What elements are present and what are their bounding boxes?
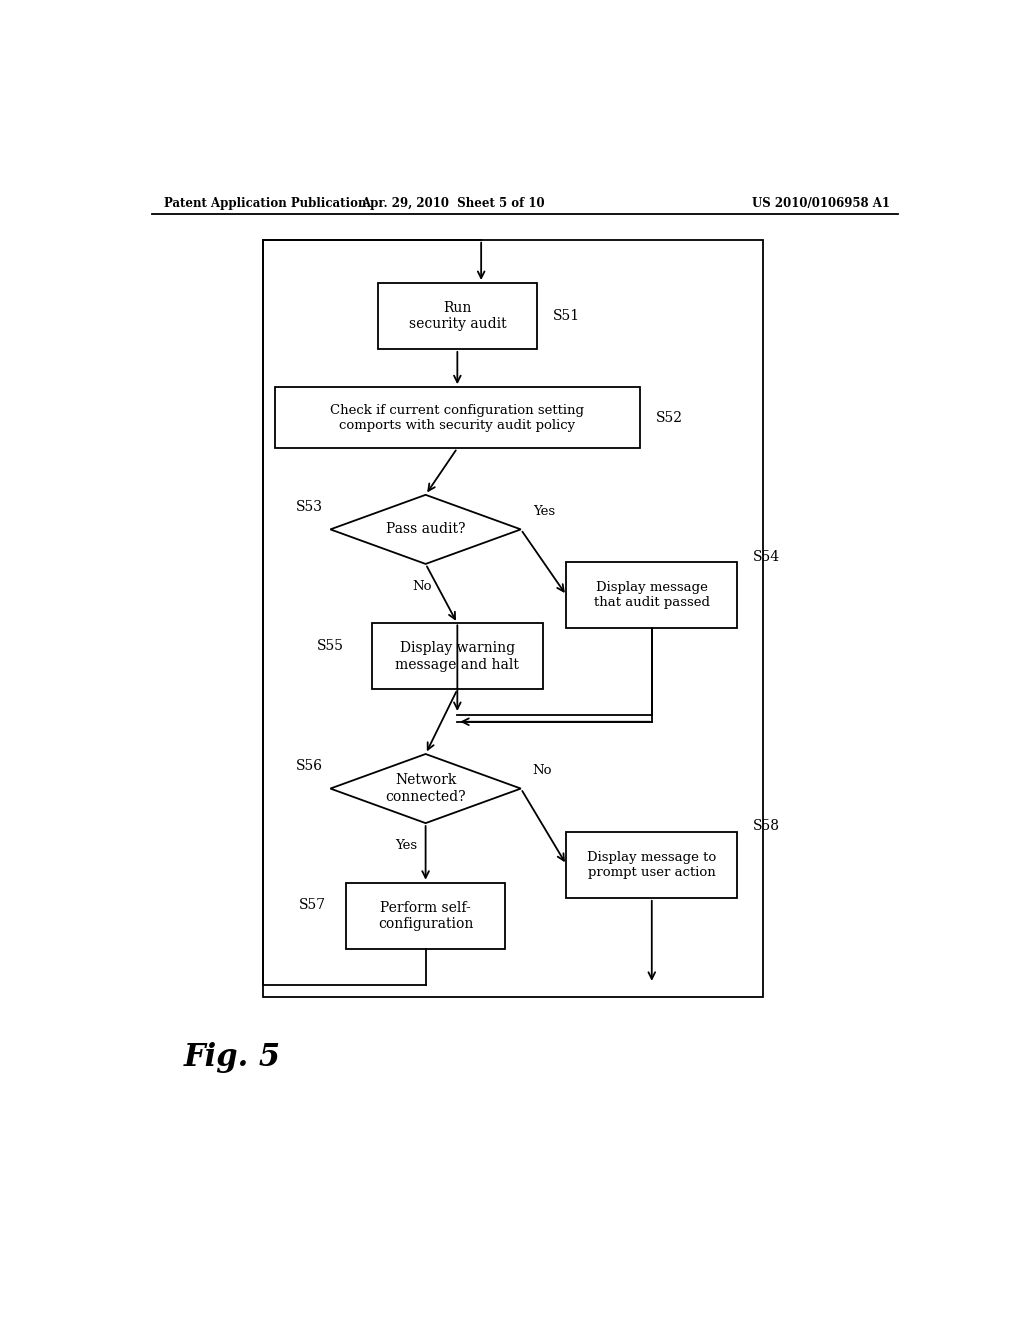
Text: S56: S56 [296,759,323,774]
Text: Display warning
message and halt: Display warning message and halt [395,642,519,672]
Text: S57: S57 [299,899,326,912]
Polygon shape [331,754,521,824]
FancyBboxPatch shape [566,832,737,898]
Text: Check if current configuration setting
comports with security audit policy: Check if current configuration setting c… [331,404,585,432]
Text: S51: S51 [553,309,580,323]
Text: Patent Application Publication: Patent Application Publication [164,197,367,210]
FancyBboxPatch shape [378,282,537,348]
Text: Network
connected?: Network connected? [385,774,466,804]
Text: Pass audit?: Pass audit? [386,523,465,536]
Text: S55: S55 [316,639,343,653]
Text: Perform self-
configuration: Perform self- configuration [378,900,473,931]
Text: S58: S58 [753,820,780,833]
Text: Fig. 5: Fig. 5 [183,1043,281,1073]
Polygon shape [331,495,521,564]
FancyBboxPatch shape [372,623,543,689]
Text: S53: S53 [296,500,323,513]
Text: S52: S52 [655,411,683,425]
Text: S54: S54 [753,550,780,564]
FancyBboxPatch shape [346,883,505,949]
FancyBboxPatch shape [274,387,640,447]
Text: Run
security audit: Run security audit [409,301,506,331]
Text: Apr. 29, 2010  Sheet 5 of 10: Apr. 29, 2010 Sheet 5 of 10 [361,197,545,210]
Text: No: No [532,764,552,776]
Text: Yes: Yes [532,504,555,517]
FancyBboxPatch shape [566,562,737,628]
Text: US 2010/0106958 A1: US 2010/0106958 A1 [752,197,890,210]
Text: No: No [412,579,431,593]
Text: Display message to
prompt user action: Display message to prompt user action [587,851,717,879]
Text: Yes: Yes [394,840,417,851]
Text: Display message
that audit passed: Display message that audit passed [594,581,710,610]
